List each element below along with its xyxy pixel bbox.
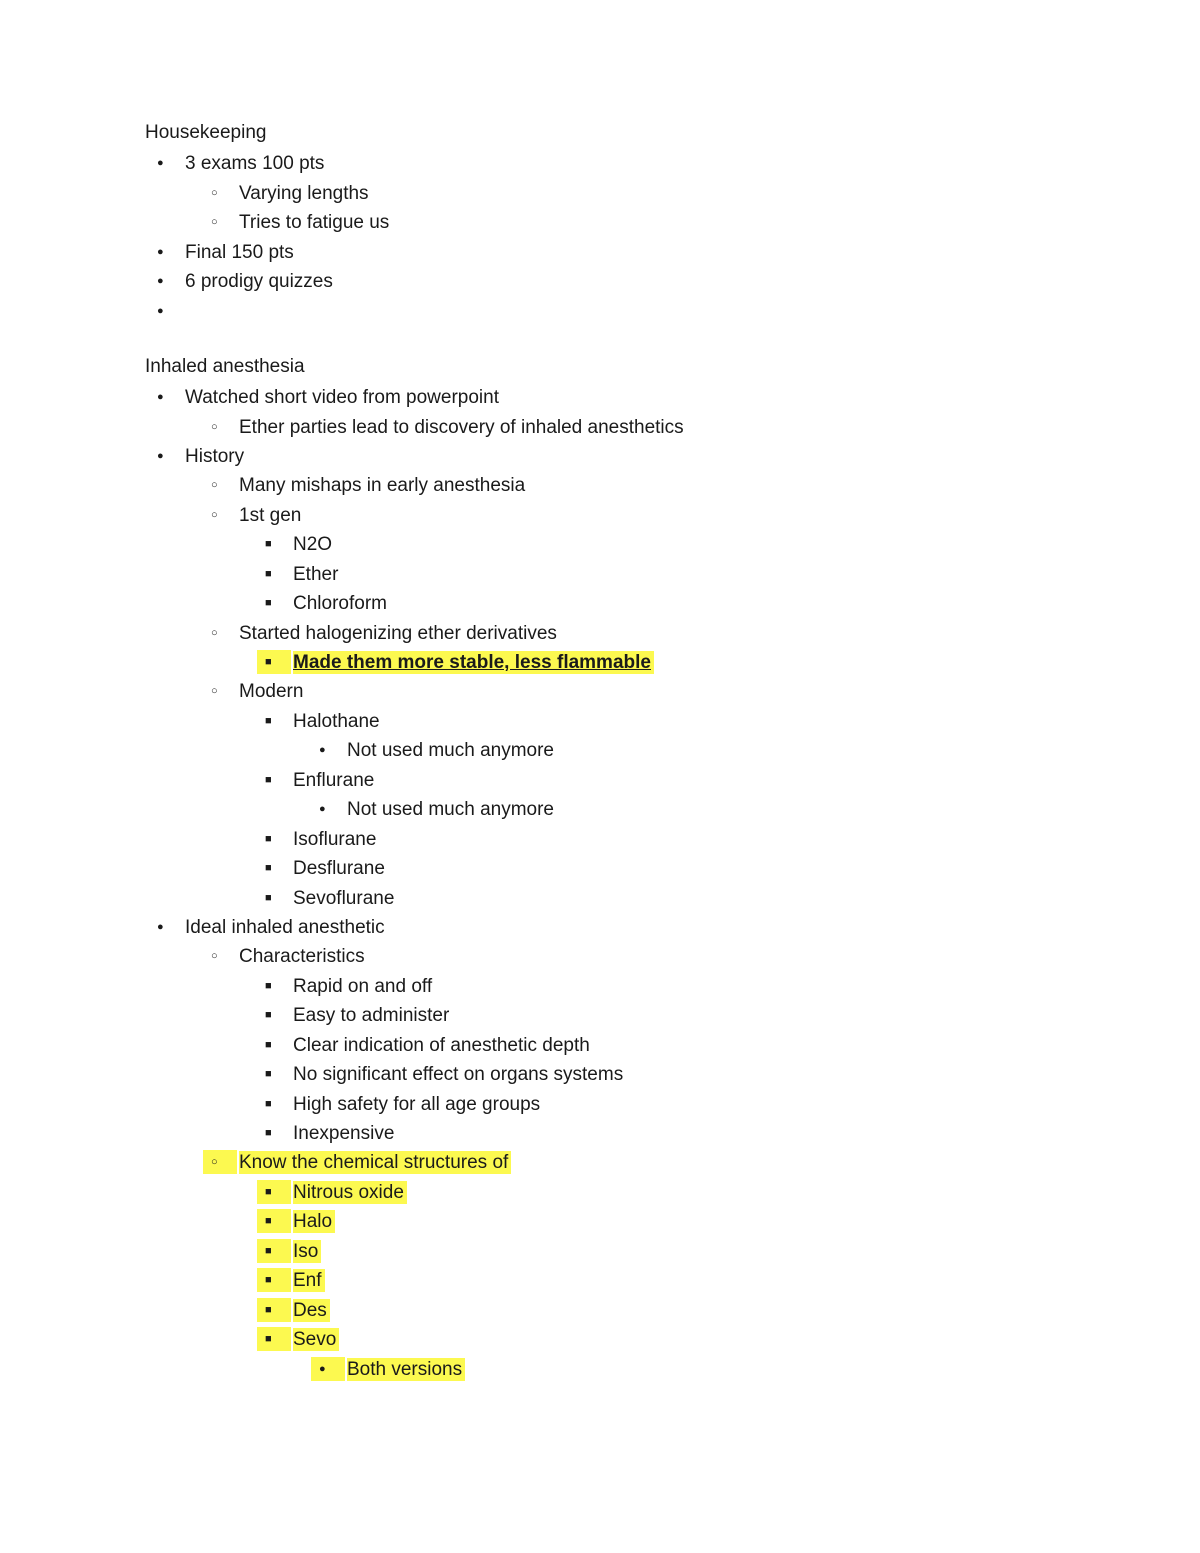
list-item: Final 150 pts [145, 238, 1080, 267]
document-page: Housekeeping 3 exams 100 pts Varying lengt… [0, 0, 1200, 1444]
list-item-text: Halothane [293, 711, 380, 732]
list-item-text: Watched short video from powerpoint [185, 387, 499, 408]
list-item-text: Ideal inhaled anesthetic [185, 917, 385, 938]
list-item: Ether [253, 560, 1080, 589]
list-item-text: 6 prodigy quizzes [185, 271, 333, 292]
list-item-text: Halo [293, 1210, 335, 1233]
list-item-text: Many mishaps in early anesthesia [239, 475, 525, 496]
list-item: Ideal inhaled anesthetic [145, 913, 1080, 942]
highlight-marker-bg [257, 650, 291, 674]
list-item-text: Started halogenizing ether derivatives [239, 623, 557, 644]
list-item: Modern [199, 677, 1080, 706]
list-item: History [145, 442, 1080, 471]
list-item-text: 3 exams 100 pts [185, 153, 324, 174]
list-item: Started halogenizing ether derivatives [199, 619, 1080, 648]
list-item-text: Characteristics [239, 946, 365, 967]
list-item: Know the chemical structures of [199, 1148, 1080, 1177]
list-item-text: Nitrous oxide [293, 1181, 407, 1204]
list-item: Halothane [253, 707, 1080, 736]
highlight-marker-bg [257, 1327, 291, 1351]
list-item: No significant effect on organs systems [253, 1060, 1080, 1089]
list-item-text: Not used much anymore [347, 740, 554, 761]
list-item-text: Enflurane [293, 770, 374, 791]
list-item: Sevoflurane [253, 884, 1080, 913]
list-item: Isoflurane [253, 825, 1080, 854]
list-item-text: Ether parties lead to discovery of inhal… [239, 417, 684, 438]
highlight-marker-bg [311, 1357, 345, 1381]
list-item: N2O [253, 530, 1080, 559]
list-item: 3 exams 100 pts [145, 149, 1080, 178]
section-heading: Inhaled anesthesia [145, 352, 1080, 381]
section-heading: Housekeeping [145, 118, 1080, 147]
highlight-marker-bg [257, 1298, 291, 1322]
list-item-text: Modern [239, 681, 303, 702]
list-item-text: Iso [293, 1240, 321, 1263]
list-item: Iso [253, 1237, 1080, 1266]
list-item: 6 prodigy quizzes [145, 267, 1080, 296]
list-item-text: Varying lengths [239, 183, 369, 204]
list-item-text: Ether [293, 564, 338, 585]
list-item: Rapid on and off [253, 972, 1080, 1001]
list-item-text: History [185, 446, 244, 467]
section-spacer [145, 297, 1080, 352]
list-item: Not used much anymore [307, 736, 1080, 765]
list-item: Not used much anymore [307, 795, 1080, 824]
list-item: Enflurane [253, 766, 1080, 795]
list-item-text: Know the chemical structures of [239, 1151, 511, 1174]
list-item: High safety for all age groups [253, 1090, 1080, 1119]
outline-list: Watched short video from powerpoint Ether… [145, 383, 1080, 1384]
list-item: Easy to administer [253, 1001, 1080, 1030]
list-item-text: Both versions [347, 1358, 465, 1381]
list-item-text: Isoflurane [293, 829, 376, 850]
highlight-marker-bg [257, 1180, 291, 1204]
list-item-text: Desflurane [293, 858, 385, 879]
list-item: Inexpensive [253, 1119, 1080, 1148]
outline-list: 3 exams 100 pts Varying lengths Tries to f… [145, 149, 1080, 296]
list-item-text: Chloroform [293, 593, 387, 614]
list-item: Both versions [307, 1355, 1080, 1384]
list-item: 1st gen [199, 501, 1080, 530]
highlight-marker-bg [257, 1268, 291, 1292]
list-item: Desflurane [253, 854, 1080, 883]
list-item-text: Not used much anymore [347, 799, 554, 820]
list-item: Made them more stable, less flammable [253, 648, 1080, 677]
list-item: Tries to fatigue us [199, 208, 1080, 237]
list-item: Enf [253, 1266, 1080, 1295]
list-item: Ether parties lead to discovery of inhal… [199, 413, 1080, 442]
list-item-text: Inexpensive [293, 1123, 394, 1144]
list-item-text: 1st gen [239, 505, 301, 526]
list-item: Sevo [253, 1325, 1080, 1354]
list-item: Characteristics [199, 942, 1080, 971]
list-item-text: Made them more stable, less flammable [293, 651, 654, 674]
list-item: Watched short video from powerpoint [145, 383, 1080, 412]
list-item-text: N2O [293, 534, 332, 555]
list-item-text: No significant effect on organs systems [293, 1064, 623, 1085]
list-item-text: Tries to fatigue us [239, 212, 389, 233]
list-item-text: Clear indication of anesthetic depth [293, 1035, 590, 1056]
list-item: Des [253, 1296, 1080, 1325]
list-item: Many mishaps in early anesthesia [199, 471, 1080, 500]
list-item-text: High safety for all age groups [293, 1094, 540, 1115]
highlight-marker-bg [203, 1150, 237, 1174]
list-item: Nitrous oxide [253, 1178, 1080, 1207]
list-item: Clear indication of anesthetic depth [253, 1031, 1080, 1060]
list-item-text: Sevo [293, 1328, 339, 1351]
list-item-text: Rapid on and off [293, 976, 432, 997]
list-item-text: Easy to administer [293, 1005, 449, 1026]
list-item-text: Sevoflurane [293, 888, 394, 909]
list-item-text: Des [293, 1299, 330, 1322]
list-item: Varying lengths [199, 179, 1080, 208]
list-item: Chloroform [253, 589, 1080, 618]
list-item-text: Final 150 pts [185, 242, 294, 263]
highlight-marker-bg [257, 1239, 291, 1263]
list-item: Halo [253, 1207, 1080, 1236]
list-item-text: Enf [293, 1269, 325, 1292]
highlight-marker-bg [257, 1209, 291, 1233]
